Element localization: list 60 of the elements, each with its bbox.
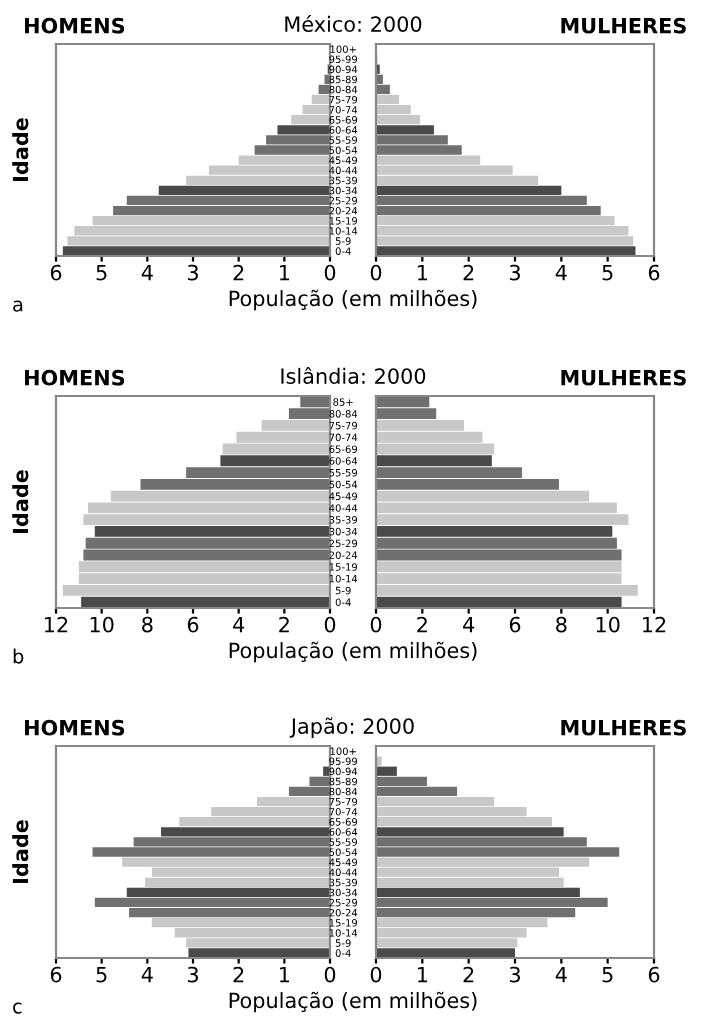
x-tick-label: 8	[556, 616, 567, 633]
y-axis-title: Idade	[12, 118, 29, 181]
x-tick-label: 6	[50, 966, 62, 983]
x-tick-label: 0	[370, 616, 382, 633]
x-tick-label: 1	[279, 966, 290, 983]
x-tick-label: 4	[555, 966, 567, 983]
text: MULHERES	[561, 369, 686, 386]
x-tick-label: 3	[187, 264, 198, 281]
text: HOMENS	[25, 369, 125, 386]
x-axis-title: População (em milhões)	[229, 641, 477, 663]
y-axis-title: Idade	[12, 470, 29, 533]
x-tick-label: 10	[596, 616, 620, 633]
x-tick-label: 5	[602, 264, 613, 281]
x-tick-label: 4	[141, 264, 153, 281]
text: a	[13, 300, 23, 312]
x-tick-label: 4	[141, 966, 153, 983]
x-tick-label: 12	[643, 616, 666, 633]
x-axis-title: População (em milhões)	[229, 289, 477, 311]
x-tick-label: 0	[324, 264, 336, 281]
x-tick-label: 8	[142, 616, 153, 633]
text: HOMENS	[25, 17, 125, 34]
x-tick-label: 0	[370, 264, 382, 281]
x-tick-label: 1	[417, 264, 428, 281]
text: b	[13, 648, 24, 664]
x-tick-label: 2	[463, 966, 474, 983]
x-tick-label: 2	[233, 264, 244, 281]
chart-title: Japão: 2000	[289, 717, 414, 738]
x-tick-label: 6	[648, 264, 660, 281]
x-tick-label: 6	[187, 616, 199, 633]
x-tick-label: 0	[324, 966, 336, 983]
text: MULHERES	[561, 719, 686, 736]
x-tick-label: 3	[187, 966, 198, 983]
x-tick-label: 4	[463, 616, 475, 633]
x-tick-label: 4	[233, 616, 245, 633]
x-tick-label: 2	[417, 616, 427, 633]
x-tick-label: 1	[279, 264, 290, 281]
text: c	[13, 1002, 22, 1014]
x-tick-label: 1	[417, 966, 428, 983]
x-tick-label: 2	[279, 616, 289, 633]
x-tick-label: 2	[233, 966, 244, 983]
x-tick-label: 6	[648, 966, 660, 983]
text: HOMENS	[25, 719, 125, 736]
x-tick-label: 12	[45, 616, 68, 633]
chart-title: Islândia: 2000	[281, 367, 426, 384]
x-tick-label: 4	[555, 264, 567, 281]
x-tick-label: 6	[50, 264, 62, 281]
x-tick-label: 5	[96, 966, 107, 983]
x-tick-label: 10	[90, 616, 114, 633]
x-tick-label: 0	[370, 966, 382, 983]
text: MULHERES	[561, 17, 686, 34]
x-axis-title: População (em milhões)	[229, 991, 477, 1013]
x-tick-label: 6	[509, 616, 521, 633]
y-axis-title: Idade	[12, 820, 29, 883]
x-tick-label: 0	[324, 616, 336, 633]
x-tick-label: 2	[463, 264, 474, 281]
x-tick-label: 5	[96, 264, 107, 281]
x-tick-label: 5	[602, 966, 613, 983]
chart-title: México: 2000	[285, 15, 422, 32]
x-tick-label: 3	[509, 264, 520, 281]
x-tick-label: 3	[509, 966, 520, 983]
